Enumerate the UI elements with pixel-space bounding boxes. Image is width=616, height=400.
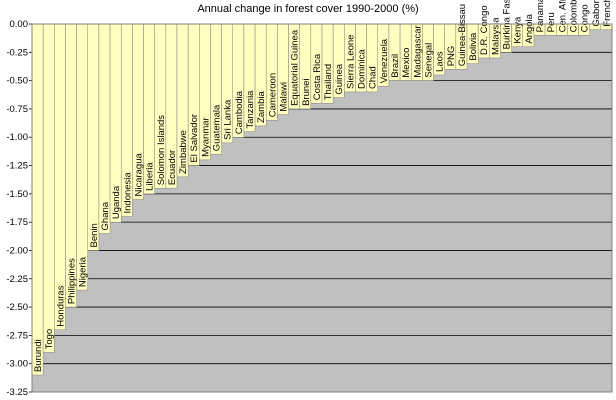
y-tick-label: -3.25 xyxy=(6,387,28,398)
bar xyxy=(42,23,55,353)
category-label: Laos xyxy=(435,51,446,72)
category-label: Guinea-Bissau xyxy=(457,4,468,66)
chart-title: Annual change in forest cover 1990-2000 … xyxy=(197,3,418,15)
category-label: Togo xyxy=(44,329,55,350)
category-label: Madagascar xyxy=(412,25,423,77)
category-label: Benin xyxy=(89,223,100,247)
y-tick-label: 0.00 xyxy=(10,19,29,30)
y-tick-label: -1.75 xyxy=(6,217,28,228)
bar xyxy=(87,23,100,251)
category-label: Malawi xyxy=(278,82,289,112)
category-label: Honduras xyxy=(55,285,66,326)
y-tick-label: -0.25 xyxy=(6,47,28,58)
y-tick-label: -1.00 xyxy=(6,132,28,143)
category-label: Mexico xyxy=(401,48,412,78)
category-label: Nigeria xyxy=(78,256,89,287)
bar xyxy=(31,23,44,376)
category-label: Panama xyxy=(535,0,546,32)
y-tick-label: -2.50 xyxy=(6,302,28,313)
category-label: Burkina Faso xyxy=(502,0,513,49)
category-label: Tanzania xyxy=(245,90,256,129)
category-label: Indonesia xyxy=(122,172,133,214)
category-label: Cameroon xyxy=(267,73,278,117)
category-label: Guinea xyxy=(334,63,345,94)
category-label: Guatemala xyxy=(212,104,223,151)
category-label: Sri Lanka xyxy=(223,99,234,140)
category-label: Cen. African Rep. xyxy=(557,0,568,32)
category-label: Bolivia xyxy=(468,32,479,61)
category-label: PNG xyxy=(446,46,457,67)
category-label: Kenya xyxy=(513,16,524,44)
category-label: Angola xyxy=(524,13,535,43)
category-label: Solomon Islands xyxy=(156,115,167,185)
category-label: Ghana xyxy=(100,201,111,230)
y-tick-label: -0.75 xyxy=(6,104,28,115)
category-label: Brazil xyxy=(390,54,401,78)
category-label: Ecuador xyxy=(167,150,178,185)
category-label: Philippines xyxy=(67,258,78,304)
category-label: Chad xyxy=(368,66,379,89)
category-label: El Salvador xyxy=(189,114,200,163)
category-label: Liberia xyxy=(145,162,156,191)
category-label: Cambodia xyxy=(234,90,245,134)
category-label: Senegal xyxy=(423,43,434,78)
category-label: Sierra Leone xyxy=(345,35,356,89)
y-tick-label: -0.50 xyxy=(6,76,28,87)
y-tick-label: -1.25 xyxy=(6,161,28,172)
y-tick-label: -2.75 xyxy=(6,330,28,341)
y-tick-label: -3.00 xyxy=(6,359,28,370)
category-label: Zimbabwe xyxy=(178,130,189,174)
category-label: Thailand xyxy=(323,64,334,100)
category-label: Venezuela xyxy=(379,38,390,83)
y-tick-label: -2.25 xyxy=(6,274,28,285)
category-label: Zambia xyxy=(256,91,267,123)
category-label: French Guiana xyxy=(602,0,613,27)
category-label: Uganda xyxy=(111,185,122,219)
category-label: Gabon xyxy=(591,0,602,27)
category-label: Peru xyxy=(546,12,557,32)
category-label: Congo xyxy=(580,4,591,32)
y-tick-label: -1.50 xyxy=(6,189,28,200)
y-tick-label: -2.00 xyxy=(6,245,28,256)
category-label: Burundi xyxy=(33,339,44,372)
bars xyxy=(31,23,613,376)
plot-border xyxy=(31,23,613,393)
category-label: Nicaragua xyxy=(133,152,144,196)
category-label: Costa Rica xyxy=(312,53,323,100)
category-label: D.R. Congo xyxy=(479,5,490,55)
category-label: Brunei xyxy=(301,78,312,105)
category-label: Dominica xyxy=(357,49,368,89)
category-label: Colombia xyxy=(568,0,579,32)
category-label: Equatorial Guinea xyxy=(290,29,301,106)
y-axis: 0.00 -0.25 -0.50 -0.75 -1.00 -1.25 -1.50 -1.75 -… xyxy=(6,19,33,398)
category-label: Malaysia xyxy=(490,17,501,55)
category-label: Myanmar xyxy=(200,117,211,157)
bar xyxy=(54,23,66,330)
bar xyxy=(76,23,89,291)
